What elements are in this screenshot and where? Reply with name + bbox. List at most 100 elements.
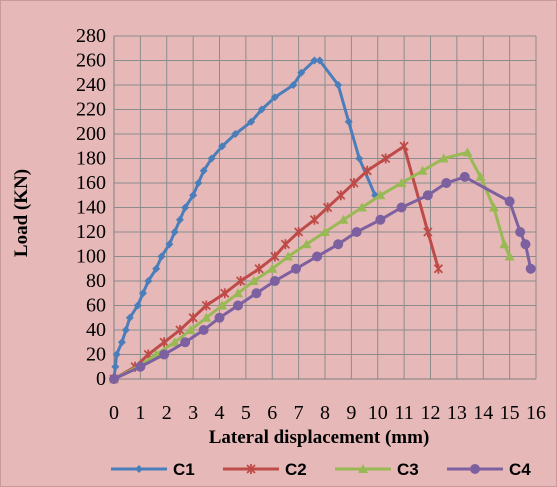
x-tick-label: 8: [320, 402, 330, 424]
data-point-c3: [338, 214, 349, 224]
x-tick-label: 5: [241, 402, 251, 424]
series-c4: [109, 171, 536, 384]
data-point-c1: [181, 203, 190, 212]
y-tick-label: 60: [86, 295, 106, 317]
data-point-c1: [121, 326, 130, 334]
data-point-c3: [185, 325, 196, 334]
data-point-c2: [336, 190, 346, 201]
data-point-c1: [257, 105, 266, 114]
data-point-c3: [356, 202, 367, 212]
data-point-c3: [283, 251, 294, 261]
data-point-c3: [499, 239, 510, 249]
data-point-c1: [117, 338, 126, 347]
data-point-c4: [441, 178, 452, 188]
data-point-c3: [438, 153, 449, 163]
data-point-c4: [459, 171, 470, 182]
data-point-c4: [396, 202, 407, 213]
data-point-c1: [189, 191, 198, 200]
legend-marker-c3: [358, 464, 368, 473]
data-point-c1: [310, 56, 319, 65]
legend: C1 C2 C3 C4: [111, 460, 531, 479]
series-layer: [109, 56, 536, 384]
legend-marker-c1: [135, 465, 143, 473]
data-point-c1: [315, 56, 324, 65]
data-point-c3: [396, 178, 407, 187]
data-point-c1: [175, 215, 184, 224]
data-point-c2: [362, 165, 372, 176]
data-point-c3: [201, 312, 212, 322]
y-tick-label: 20: [86, 344, 106, 366]
y-tick-label: 260: [76, 50, 106, 72]
x-tick-label: 14: [473, 402, 493, 424]
data-point-c2: [309, 214, 320, 225]
data-point-c1: [157, 252, 166, 261]
data-point-c4: [180, 337, 191, 348]
y-tick-label: 100: [76, 246, 106, 268]
data-point-c4: [290, 263, 301, 274]
x-tick-label: 0: [109, 402, 119, 424]
y-tick-label: 280: [76, 25, 106, 47]
data-point-c2: [423, 227, 433, 237]
y-tick-label: 160: [76, 172, 106, 194]
y-tick-label: 240: [76, 74, 106, 96]
data-point-c3: [169, 337, 180, 347]
x-tick-label: 1: [135, 402, 145, 424]
x-tick-label: 4: [215, 402, 225, 424]
y-tick-label: 180: [76, 148, 106, 170]
data-point-c4: [525, 263, 536, 274]
data-point-c2: [270, 251, 280, 262]
data-point-c4: [198, 325, 209, 335]
series-line-c4: [113, 175, 533, 381]
legend-item-c4: C4: [447, 460, 531, 479]
data-point-c1: [270, 93, 279, 102]
x-tick-label: 15: [500, 402, 520, 424]
x-tick-label: 11: [394, 402, 413, 424]
data-point-c3: [462, 147, 473, 157]
data-point-c2: [254, 263, 264, 274]
data-point-c1: [152, 264, 161, 273]
y-tick-label: 40: [86, 319, 106, 341]
data-point-c4: [269, 276, 280, 286]
legend-marker-c4: [470, 464, 480, 474]
data-point-c1: [344, 117, 353, 126]
data-point-c3: [475, 171, 486, 181]
x-tick-label: 2: [162, 402, 172, 424]
data-point-c2: [280, 239, 291, 250]
legend-label-c1: C1: [173, 460, 195, 479]
data-point-c1: [247, 117, 256, 126]
x-tick-label: 7: [294, 402, 304, 424]
data-point-c1: [289, 81, 298, 89]
x-tick-label: 9: [346, 402, 356, 424]
x-tick-label: 3: [188, 402, 198, 424]
data-point-c4: [159, 349, 170, 360]
legend-label-c3: C3: [397, 460, 419, 479]
series-c2: [109, 141, 444, 384]
series-c3: [109, 147, 515, 383]
x-tick-label: 10: [368, 402, 388, 424]
data-point-c2: [381, 153, 391, 164]
data-point-c1: [231, 130, 240, 138]
data-point-c1: [218, 142, 227, 151]
series-line-c2: [113, 144, 440, 381]
x-tick-label: 13: [447, 402, 467, 424]
data-point-c2: [323, 202, 333, 213]
data-point-c1: [139, 289, 148, 298]
data-point-c2: [159, 337, 169, 348]
data-point-c1: [125, 313, 134, 322]
axes-layer: [113, 36, 536, 380]
data-point-c3: [248, 276, 259, 285]
legend-marker-c2: [246, 464, 256, 474]
data-point-c4: [351, 227, 362, 237]
data-point-c3: [375, 190, 386, 200]
data-point-c1: [355, 154, 364, 163]
data-point-c4: [214, 312, 225, 323]
data-point-c2: [220, 288, 230, 299]
y-tick-label: 200: [76, 123, 106, 145]
data-point-c4: [504, 196, 515, 207]
data-point-c2: [349, 178, 359, 188]
data-point-c2: [433, 263, 444, 274]
legend-label-c4: C4: [509, 460, 531, 479]
data-point-c4: [135, 361, 146, 372]
data-point-c1: [112, 350, 121, 359]
data-point-c1: [111, 362, 120, 371]
